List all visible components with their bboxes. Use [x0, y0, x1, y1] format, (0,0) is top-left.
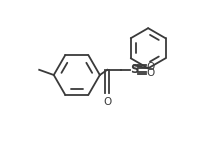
Text: O: O	[147, 61, 155, 72]
Text: S: S	[130, 63, 138, 76]
Text: O: O	[147, 68, 155, 78]
Text: O: O	[103, 97, 111, 106]
